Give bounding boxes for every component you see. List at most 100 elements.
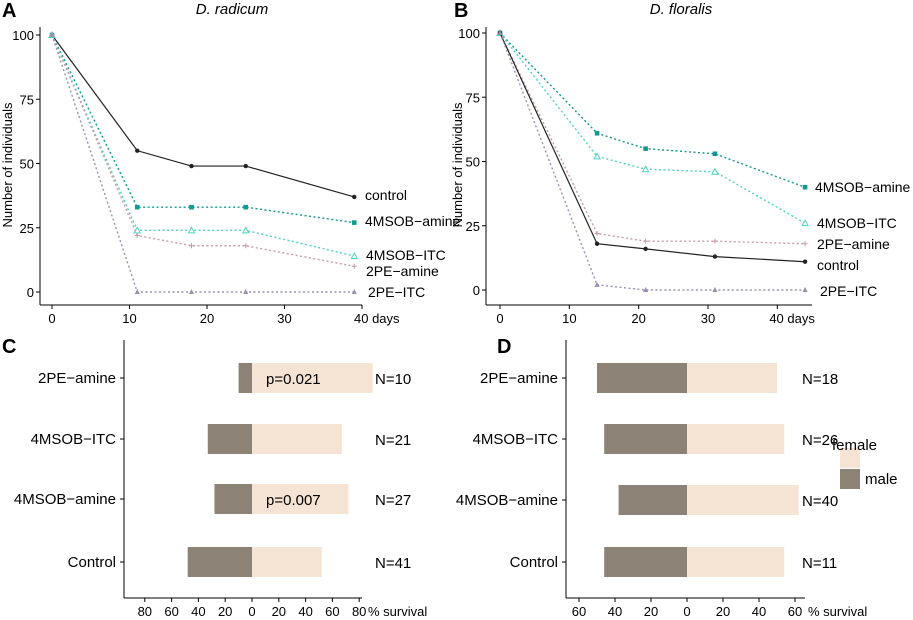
panel-d-xtick-label: 60: [572, 604, 586, 619]
panel-a-series-4msob-itc-point: [350, 251, 359, 260]
panel-d-bar-female-control: [687, 547, 785, 577]
panel-c-xtick-label: 80: [138, 604, 152, 619]
panel-c-bar-female-2pe-amine: [252, 363, 373, 393]
panel-c-xlabel: % survival: [368, 604, 427, 619]
panel-a-xtick-label: 10: [122, 311, 136, 326]
panel-b-ytick-label: 100: [458, 26, 480, 41]
panel-a-series-4msob-amine-point: [189, 204, 194, 210]
panel-c-xtick-label: 20: [218, 604, 232, 619]
panel-a-title: D. radicum: [196, 1, 269, 18]
panel-c-xtick-label: 0: [248, 604, 255, 619]
panel-a-ytick-label: 75: [20, 92, 34, 107]
panel-c-bar-male-control: [187, 547, 252, 577]
panel-b-series-2pe-itc-point: [643, 287, 649, 292]
panel-b-series-label-2pe-amine: 2PE−amine: [817, 236, 890, 252]
panel-b-series-2pe-amine-point: [643, 238, 649, 244]
panel-b-series-2pe-itc-line: [499, 32, 806, 291]
panel-c-category-label: 4MSOB−ITC: [31, 431, 117, 448]
panel-c-bar-male-4msob-amine: [214, 484, 252, 514]
panel-a-series-control-point: [243, 163, 248, 169]
panel-letter-d: D: [497, 336, 511, 358]
panel-c-category-label: Control: [68, 554, 116, 571]
panel-a-series-control-point: [135, 148, 140, 153]
panel-d-legend-male-swatch: [840, 469, 860, 489]
panel-b-xtick-label: 10: [562, 311, 576, 326]
panel-a-series-label-4msob-itc: 4MSOB−ITC: [366, 247, 446, 263]
panel-a-series-control-point: [189, 163, 194, 169]
panel-b-series-4msob-itc-line: [499, 32, 806, 224]
panel-b-series-control-point: [594, 241, 600, 246]
panel-b-series-4msob-amine-line: [499, 32, 806, 188]
panel-b-ytick-label: 75: [466, 90, 480, 105]
panel-d-xtick-label: 40: [608, 604, 622, 619]
panel-c-bar-female-4msob-itc: [252, 424, 342, 454]
panel-a-series-label-control: control: [365, 187, 407, 203]
panel-d-category-label: 2PE−amine: [480, 370, 558, 387]
panel-d-n-label: N=18: [802, 371, 838, 388]
panel-c-category-label: 4MSOB−amine: [14, 491, 116, 508]
panel-c-xtick-label: 20: [272, 604, 286, 619]
panel-b-ytick-label: 50: [466, 155, 480, 170]
panel-b-series-control-point: [712, 254, 718, 259]
panel-b-ytick-label: 25: [466, 219, 480, 234]
panel-c-bar-female-4msob-amine: [252, 484, 349, 514]
panel-b-series-4msob-itc-point: [641, 165, 650, 173]
panel-c-xtick-label: 40: [298, 604, 312, 619]
panel-b-series-2pe-itc-point: [594, 281, 600, 287]
panel-a-series-2pe-amine-point: [351, 263, 357, 269]
panel-b-title: D. floralis: [650, 1, 713, 18]
panel-c-bar-male-2pe-amine: [238, 363, 252, 393]
panel-a-series-label-2pe-itc: 2PE−ITC: [368, 284, 425, 300]
panel-c-xtick-label: 60: [325, 604, 339, 619]
panel-a-series-4msob-amine-point: [243, 204, 249, 210]
panel-d-xlabel: % survival: [808, 604, 867, 619]
panel-b-series-4msob-itc-point: [711, 167, 719, 175]
panel-a-ytick-label: 100: [12, 28, 34, 43]
panel-a-series-4msob-itc-point: [187, 226, 196, 234]
panel-a-ylabel: Number of individuals: [0, 102, 15, 228]
panel-d-bar-female-4msob-amine: [687, 485, 799, 515]
panel-b-series-label-4msob-itc: 4MSOB−ITC: [817, 215, 897, 231]
panel-a-series-4msob-itc-point: [133, 226, 142, 234]
panel-a-series-4msob-amine-point: [351, 220, 357, 225]
panel-d-xtick-label: 0: [683, 604, 690, 619]
panel-a-series-2pe-amine-point: [189, 243, 194, 249]
panel-d-category-label: Control: [510, 554, 558, 571]
panel-c-xtick-label: 40: [191, 604, 205, 619]
panel-a-series-2pe-itc-point: [243, 289, 249, 294]
panel-c-n-label: N=10: [375, 371, 411, 388]
panel-letter-c: C: [2, 336, 16, 358]
panel-b-series-control-point: [802, 259, 808, 264]
panel-a-series-2pe-amine-line: [51, 34, 355, 267]
panel-d-bar-male-4msob-amine: [618, 485, 687, 515]
panel-c-n-label: N=41: [375, 555, 411, 572]
panel-d-xtick-label: 60: [788, 604, 802, 619]
panel-letter-a: A: [2, 0, 16, 22]
panel-d-bar-male-control: [604, 547, 687, 577]
panel-a-ytick-label: 0: [27, 285, 34, 300]
panel-c-n-label: N=27: [375, 492, 411, 509]
panel-a-series-2pe-itc-point: [188, 289, 195, 294]
panel-d-xtick-label: 40: [752, 604, 766, 619]
panel-b-series-4msob-itc-point: [801, 219, 809, 227]
panel-letter-b: B: [454, 0, 468, 22]
panel-b-series-control-line: [499, 32, 806, 263]
panel-a-series-label-4msob-amine: 4MSOB−amine: [365, 213, 461, 229]
panel-a-series-control-point: [352, 194, 357, 200]
panel-b-series-4msob-amine-point: [802, 184, 808, 190]
panel-b-series-control-point: [643, 246, 648, 252]
panel-c-xtick-label: 60: [164, 604, 178, 619]
panel-a-series-2pe-itc-point: [49, 32, 55, 37]
panel-a-xaxis-days-label: 40 days: [354, 311, 400, 326]
panel-b-series-4msob-amine-point: [712, 151, 718, 157]
panel-a-series-2pe-itc-point: [134, 289, 140, 294]
panel-b-series-label-control: control: [817, 257, 859, 273]
panel-c-category-label: 2PE−amine: [38, 370, 116, 387]
panel-b-series-label-4msob-amine: 4MSOB−amine: [815, 179, 911, 195]
panel-b-series-2pe-amine-point: [712, 238, 718, 244]
panel-b-series-2pe-amine-point: [594, 230, 600, 236]
panel-a-series-4msob-amine-point: [134, 204, 140, 210]
panel-a-series-2pe-itc-line: [51, 34, 355, 293]
panel-a-series-4msob-amine-line: [51, 34, 355, 224]
